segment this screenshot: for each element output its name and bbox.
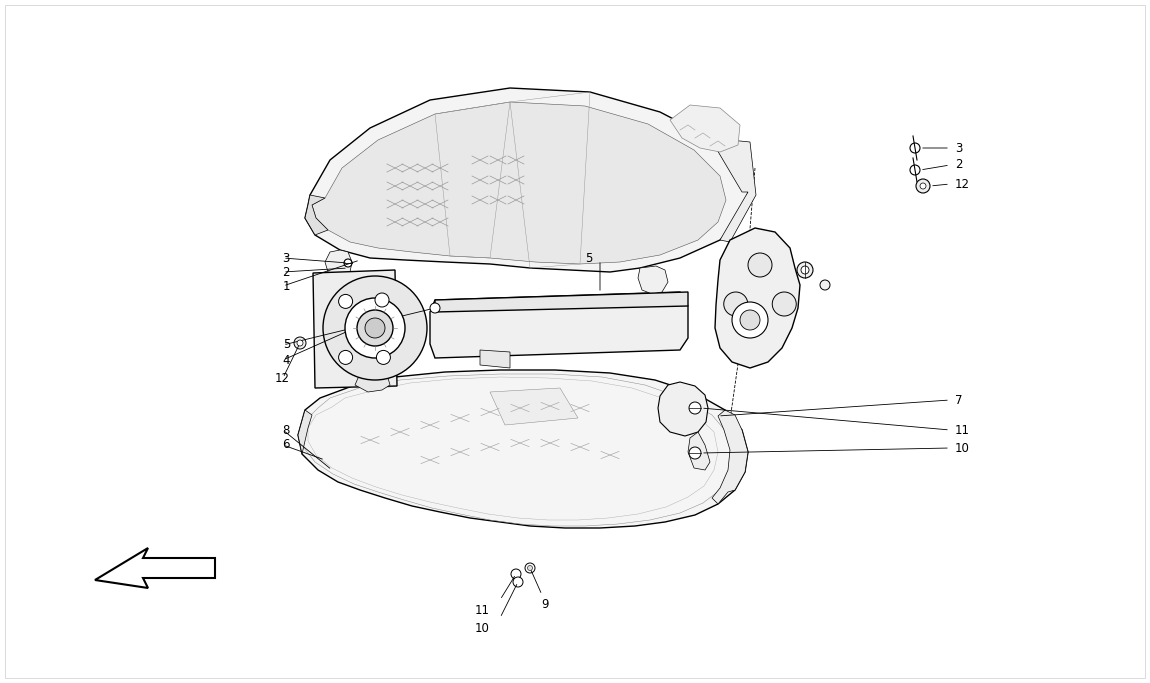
- Polygon shape: [95, 548, 215, 588]
- Circle shape: [689, 402, 702, 414]
- Text: 3: 3: [283, 251, 290, 264]
- Text: 1: 1: [283, 279, 290, 292]
- Circle shape: [917, 179, 930, 193]
- Text: 4: 4: [283, 354, 290, 367]
- Polygon shape: [430, 292, 688, 358]
- Circle shape: [526, 563, 535, 573]
- Circle shape: [365, 318, 385, 338]
- Text: 8: 8: [283, 423, 290, 436]
- Circle shape: [820, 280, 830, 290]
- Text: 6: 6: [283, 438, 290, 451]
- Circle shape: [294, 337, 306, 349]
- Text: 9: 9: [542, 598, 549, 611]
- Circle shape: [733, 302, 768, 338]
- Circle shape: [344, 259, 352, 267]
- Circle shape: [528, 566, 532, 570]
- Polygon shape: [325, 250, 352, 274]
- Polygon shape: [355, 374, 390, 392]
- Circle shape: [802, 266, 808, 274]
- Polygon shape: [305, 195, 328, 235]
- Circle shape: [723, 292, 748, 316]
- Circle shape: [920, 183, 926, 189]
- Circle shape: [430, 303, 440, 313]
- Circle shape: [376, 350, 390, 365]
- Circle shape: [689, 447, 702, 459]
- Circle shape: [748, 253, 772, 277]
- Polygon shape: [638, 266, 668, 294]
- Polygon shape: [312, 102, 726, 264]
- Text: 12: 12: [275, 372, 290, 385]
- Circle shape: [297, 340, 302, 346]
- Circle shape: [511, 569, 521, 579]
- Polygon shape: [670, 105, 739, 152]
- Circle shape: [375, 293, 389, 307]
- Text: 2: 2: [954, 158, 963, 171]
- Text: 10: 10: [475, 622, 490, 635]
- Circle shape: [345, 298, 405, 358]
- Text: 5: 5: [283, 339, 290, 352]
- Text: 2: 2: [283, 266, 290, 279]
- Polygon shape: [435, 292, 688, 312]
- Text: 7: 7: [954, 393, 963, 406]
- Circle shape: [323, 276, 427, 380]
- Polygon shape: [305, 88, 748, 272]
- Polygon shape: [480, 350, 509, 368]
- Polygon shape: [710, 138, 756, 242]
- Circle shape: [338, 294, 353, 309]
- Polygon shape: [715, 228, 800, 368]
- Text: 5: 5: [584, 251, 592, 264]
- Circle shape: [513, 577, 523, 587]
- Polygon shape: [298, 370, 748, 528]
- Circle shape: [338, 350, 353, 365]
- Text: 11: 11: [475, 604, 490, 617]
- Circle shape: [910, 143, 920, 153]
- Circle shape: [356, 310, 393, 346]
- Polygon shape: [298, 410, 312, 454]
- Circle shape: [773, 292, 796, 316]
- Polygon shape: [658, 382, 708, 436]
- Polygon shape: [490, 388, 578, 425]
- Polygon shape: [712, 410, 748, 504]
- Circle shape: [910, 165, 920, 175]
- Text: 11: 11: [954, 423, 969, 436]
- Text: 10: 10: [954, 441, 969, 454]
- Polygon shape: [688, 432, 710, 470]
- Polygon shape: [313, 270, 397, 388]
- Text: 3: 3: [954, 141, 963, 154]
- Circle shape: [739, 310, 760, 330]
- Circle shape: [797, 262, 813, 278]
- Text: 12: 12: [954, 178, 969, 191]
